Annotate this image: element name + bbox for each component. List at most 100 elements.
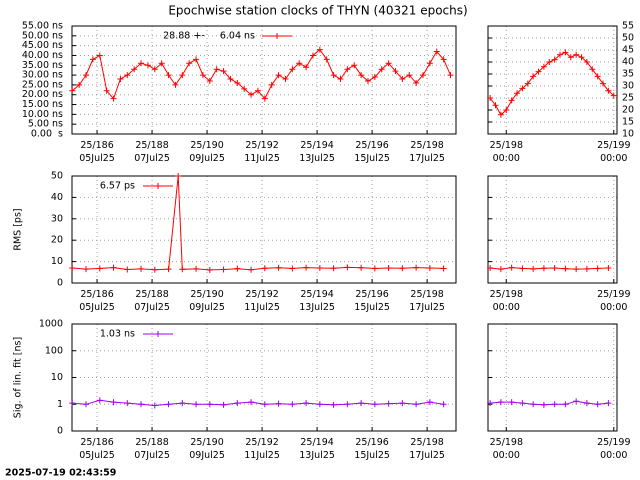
point-marker [165, 72, 172, 79]
point-marker [344, 66, 351, 73]
y-tick-label: 100 [45, 345, 63, 356]
point-marker [309, 52, 316, 59]
point-marker [399, 400, 406, 407]
point-marker [447, 72, 454, 79]
point-marker [487, 95, 494, 101]
y-tick-label: 35.00 ns [22, 60, 63, 71]
legend-label: 28.88 +- 6.04 ns [163, 31, 255, 42]
point-marker [206, 77, 213, 84]
point-marker [193, 401, 200, 408]
point-marker [399, 76, 406, 83]
y-tick-label: 10.00 ns [22, 109, 63, 120]
point-marker [151, 266, 158, 273]
point-marker [261, 265, 268, 272]
point-marker [96, 265, 103, 272]
series-line [490, 400, 609, 406]
point-marker [179, 266, 186, 273]
point-marker [172, 81, 179, 88]
point-marker [158, 60, 165, 67]
point-marker [392, 68, 399, 75]
x-tick-label: 25/186 05Jul25 [79, 437, 115, 461]
point-marker [413, 264, 420, 271]
point-marker [578, 54, 585, 61]
y-tick-label: 45.00 ns [22, 40, 63, 51]
x-tick-label: 25/198 00:00 [490, 289, 523, 313]
point-marker [83, 401, 90, 408]
point-marker [371, 74, 378, 81]
point-marker [583, 59, 590, 65]
point-marker [426, 265, 433, 272]
point-marker [220, 401, 227, 408]
point-marker [227, 76, 234, 83]
point-marker [605, 400, 612, 407]
x-tick-label: 25/196 15Jul25 [354, 289, 390, 313]
point-marker [83, 72, 90, 79]
x-tick-label: 25/192 11Jul25 [244, 437, 280, 461]
point-marker [385, 265, 392, 272]
y-tick-label: 30.00 ns [22, 70, 63, 81]
point-marker [124, 266, 131, 273]
y-tick-label: 30 [622, 81, 634, 92]
point-marker [296, 60, 303, 67]
y-tick-label: 10 [51, 372, 63, 383]
point-marker [69, 265, 76, 272]
x-tick-label: 25/198 17Jul25 [409, 289, 445, 313]
x-tick-label: 25/198 17Jul25 [409, 437, 445, 461]
point-marker [535, 68, 542, 75]
x-tick-label: 25/198 00:00 [490, 437, 523, 461]
point-marker [567, 54, 574, 61]
point-marker [530, 265, 537, 272]
point-marker [303, 64, 310, 71]
point-marker [583, 400, 590, 407]
point-marker [351, 62, 358, 69]
y-tick-label: 40 [622, 57, 634, 68]
point-marker [110, 95, 117, 102]
y-tick-label: 50 [622, 33, 634, 44]
y-tick-label: 25.00 ns [22, 79, 63, 90]
point-marker [165, 401, 172, 408]
x-tick-label: 25/199 00:00 [597, 289, 630, 313]
point-marker [193, 56, 200, 63]
point-marker [268, 81, 275, 88]
point-marker [138, 401, 145, 408]
y-tick-label: 45 [622, 45, 634, 56]
y-tick-label: 10 [51, 256, 63, 267]
point-marker [330, 265, 337, 272]
point-marker [508, 264, 515, 271]
x-tick-label: 25/188 07Jul25 [134, 289, 170, 313]
series-line [490, 267, 609, 270]
point-marker [605, 87, 612, 94]
point-marker [440, 56, 447, 63]
plot-frame [487, 175, 618, 284]
x-tick-label: 25/198 00:00 [490, 140, 523, 164]
point-marker [594, 401, 601, 408]
point-marker [358, 400, 365, 407]
point-marker [234, 400, 241, 407]
x-tick-label: 25/190 09Jul25 [189, 140, 225, 164]
point-marker [323, 56, 330, 63]
point-marker [385, 400, 392, 407]
point-marker [519, 265, 526, 272]
point-marker [110, 399, 117, 406]
y-tick-label: 35 [622, 69, 634, 80]
plot-frame [487, 323, 618, 432]
point-marker [96, 52, 103, 59]
y-tick-label: 50.00 ns [22, 30, 63, 41]
point-marker [514, 90, 521, 97]
point-marker [503, 107, 510, 113]
x-tick-label: 25/196 15Jul25 [354, 140, 390, 164]
point-marker [573, 51, 580, 58]
y-tick-label: 20.00 ns [22, 89, 63, 100]
point-marker [83, 266, 90, 273]
legend-label: 1.03 ns [100, 329, 135, 340]
point-marker [316, 265, 323, 272]
y-tick-label: 20 [622, 105, 634, 116]
y-tick-label: 40 [51, 192, 63, 203]
point-marker [138, 60, 145, 67]
point-marker [179, 400, 186, 407]
point-marker [144, 62, 151, 69]
point-marker [124, 72, 131, 79]
point-marker [89, 56, 96, 63]
x-tick-label: 25/199 00:00 [597, 140, 630, 164]
